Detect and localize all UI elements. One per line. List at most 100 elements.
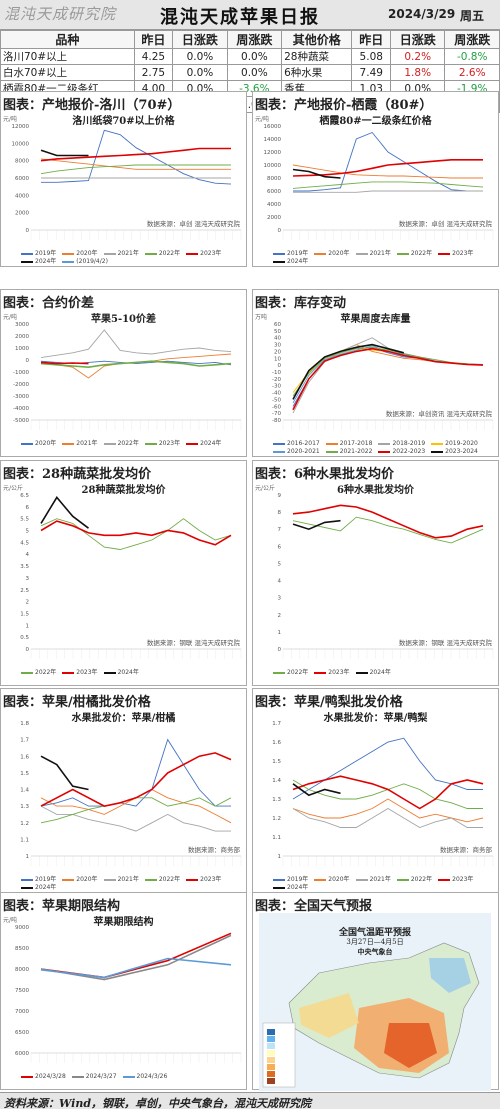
legend-item: 2018-2019 xyxy=(378,440,425,448)
chart-title: 28种蔬菜批发均价 xyxy=(81,485,166,496)
y-tick-label: 3 xyxy=(278,596,282,602)
y-tick-label: 1.5 xyxy=(272,759,281,765)
report-title: 混沌天成苹果日报 xyxy=(160,7,320,28)
y-tick-label: -3000 xyxy=(13,394,29,400)
y-tick-label: -30 xyxy=(272,384,281,390)
axis-unit: 元/吨 xyxy=(3,917,18,924)
axis-unit: 元/吨 xyxy=(3,116,18,123)
y-tick-label: 1.3 xyxy=(272,797,281,803)
footer-source-text: 资料来源：Wind，钢联，卓创，中央气象台，混沌天成研究院 xyxy=(4,1097,312,1110)
chart-svg: 0 1 2 3 4 5 6 7 8 9 xyxy=(278,493,494,659)
table-header-cell: 周涨跌 xyxy=(444,30,500,49)
table-cell: 0.0% xyxy=(172,64,228,81)
series-line xyxy=(40,361,89,365)
legend-item: 2024年 xyxy=(273,258,308,266)
series-line xyxy=(40,158,231,170)
chart-legend: 2022年 2023年 2024年 xyxy=(21,669,241,677)
y-tick-label: 1 xyxy=(26,623,30,629)
y-tick-label: 6 xyxy=(278,544,282,550)
chart-title: 水果批发价：苹果/鸭梨 xyxy=(323,713,428,724)
series-line xyxy=(292,779,483,809)
legend-item: 2023年 xyxy=(438,876,473,884)
table-cell: 0.0% xyxy=(226,48,283,65)
table-cell: 2.6% xyxy=(444,64,500,81)
y-tick-label: 6000 xyxy=(15,176,29,182)
y-tick-label: 4000 xyxy=(267,202,281,208)
y-tick-label: 9 xyxy=(278,493,282,499)
y-tick-label: 1.7 xyxy=(20,738,29,744)
series-line xyxy=(292,807,483,828)
y-tick-label: -1000 xyxy=(13,370,29,376)
table-cell: 4.25 xyxy=(133,48,174,65)
legend-item: 2021年 xyxy=(355,876,391,884)
y-tick-label: 1.5 xyxy=(20,771,29,777)
table-cell: 6种水果 xyxy=(281,64,353,81)
legend-item: 2024/3/26 xyxy=(122,1073,167,1081)
weather-map: 全国气温距平预报 3月27日—4月5日 中央气象台 xyxy=(259,913,491,1091)
y-tick-label: 5.5 xyxy=(20,517,29,523)
table-cell: 白水70#以上 xyxy=(0,64,135,81)
table-header-cell: 日涨跌 xyxy=(172,30,228,49)
series-line xyxy=(40,752,232,807)
y-tick-label: 40 xyxy=(274,336,281,342)
y-tick-label: 1.2 xyxy=(20,821,29,827)
y-tick-label: 5 xyxy=(26,529,30,535)
y-tick-label: 1.7 xyxy=(272,721,281,727)
y-tick-label: -4000 xyxy=(13,406,29,412)
y-tick-label: -50 xyxy=(272,397,281,403)
y-tick-label: 14000 xyxy=(264,137,282,143)
legend-item: (2019/4/2) xyxy=(62,258,108,266)
report-weekday: 周五 xyxy=(460,9,485,23)
legend-item: 2021年 xyxy=(103,876,139,884)
y-tick-label: 50 xyxy=(274,329,281,335)
y-tick-label: 12000 xyxy=(264,150,282,156)
series-line xyxy=(292,516,484,544)
y-tick-label: 8 xyxy=(278,510,282,516)
series-line xyxy=(40,518,232,550)
legend-item: 2022年 xyxy=(144,876,180,884)
y-tick-label: 4000 xyxy=(15,193,29,199)
panel-title: 图表：28种蔬菜批发均价 xyxy=(3,467,152,482)
y-tick-label: 10000 xyxy=(12,141,30,147)
y-tick-label: 1.4 xyxy=(272,778,281,784)
y-tick-label: -2000 xyxy=(13,382,29,388)
series-line xyxy=(41,129,232,185)
legend-item: 2017-2018 xyxy=(325,440,372,448)
legend-item: 2022年 xyxy=(396,876,432,884)
series-line xyxy=(40,329,232,359)
chart-panel: 图表：苹果/柑橘批发价格 水果批发价：苹果/柑橘 1 1.1 1.2 1.3 1.4 1.5 1… xyxy=(0,688,247,893)
table-header-cell: 品种 xyxy=(0,30,135,49)
table-header-row: 品种 昨日 日涨跌 周涨跌 其他价格 昨日 日涨跌 周涨跌 xyxy=(0,30,500,49)
legend-item: 2021年 xyxy=(62,440,98,448)
report-date: 2024/3/29 xyxy=(388,7,456,21)
legend-item: 2019年 xyxy=(21,250,56,258)
y-tick-label: -20 xyxy=(272,377,281,383)
y-tick-label: 6 xyxy=(26,505,30,511)
legend-item: 2024/3/28 xyxy=(21,1073,66,1081)
y-tick-label: 2000 xyxy=(15,211,29,217)
series-line xyxy=(40,496,89,529)
chart-svg: -5000 -4000 -3000 -2000 -1000 0 1000 2000 3000 xyxy=(13,322,242,430)
y-tick-label: 1.6 xyxy=(272,740,281,746)
chart-source: 数据来源：卓创 混沌天成研究院 xyxy=(146,220,240,228)
y-tick-label: -5000 xyxy=(13,418,29,424)
y-tick-label: 1 xyxy=(26,854,30,860)
series-line xyxy=(292,775,484,810)
y-tick-label: -60 xyxy=(272,404,281,410)
chart-legend: 2016-2017 2017-2018 2018-2019 2019-2020 2020… xyxy=(273,440,493,456)
y-tick-label: 2 xyxy=(26,600,30,606)
y-tick-label: 0 xyxy=(26,647,30,653)
legend-item: 2023年 xyxy=(144,440,180,448)
table-cell: 7.49 xyxy=(351,64,391,81)
table-cell: 洛川70#以上 xyxy=(0,48,135,65)
y-tick-label: -70 xyxy=(272,411,281,417)
y-tick-label: 6500 xyxy=(15,1030,29,1036)
table-cell: -0.8% xyxy=(444,48,500,65)
y-tick-label: 0 xyxy=(26,358,30,364)
y-tick-label: 5 xyxy=(278,561,282,567)
y-tick-label: 12000 xyxy=(12,124,30,130)
panel-title: 图表：苹果/柑橘批发价格 xyxy=(3,695,151,710)
panel-title: 图表：产地报价-栖霞（80#） xyxy=(255,98,433,113)
legend-item: 2024年 xyxy=(355,669,391,677)
chart-panel: 图表：库存变动 苹果周度去库量 万吨 -80 -70 -60 -50 -40 -30 -20 -10… xyxy=(252,289,499,457)
